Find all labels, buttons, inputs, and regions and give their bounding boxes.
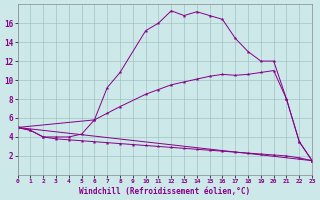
X-axis label: Windchill (Refroidissement éolien,°C): Windchill (Refroidissement éolien,°C) — [79, 187, 250, 196]
